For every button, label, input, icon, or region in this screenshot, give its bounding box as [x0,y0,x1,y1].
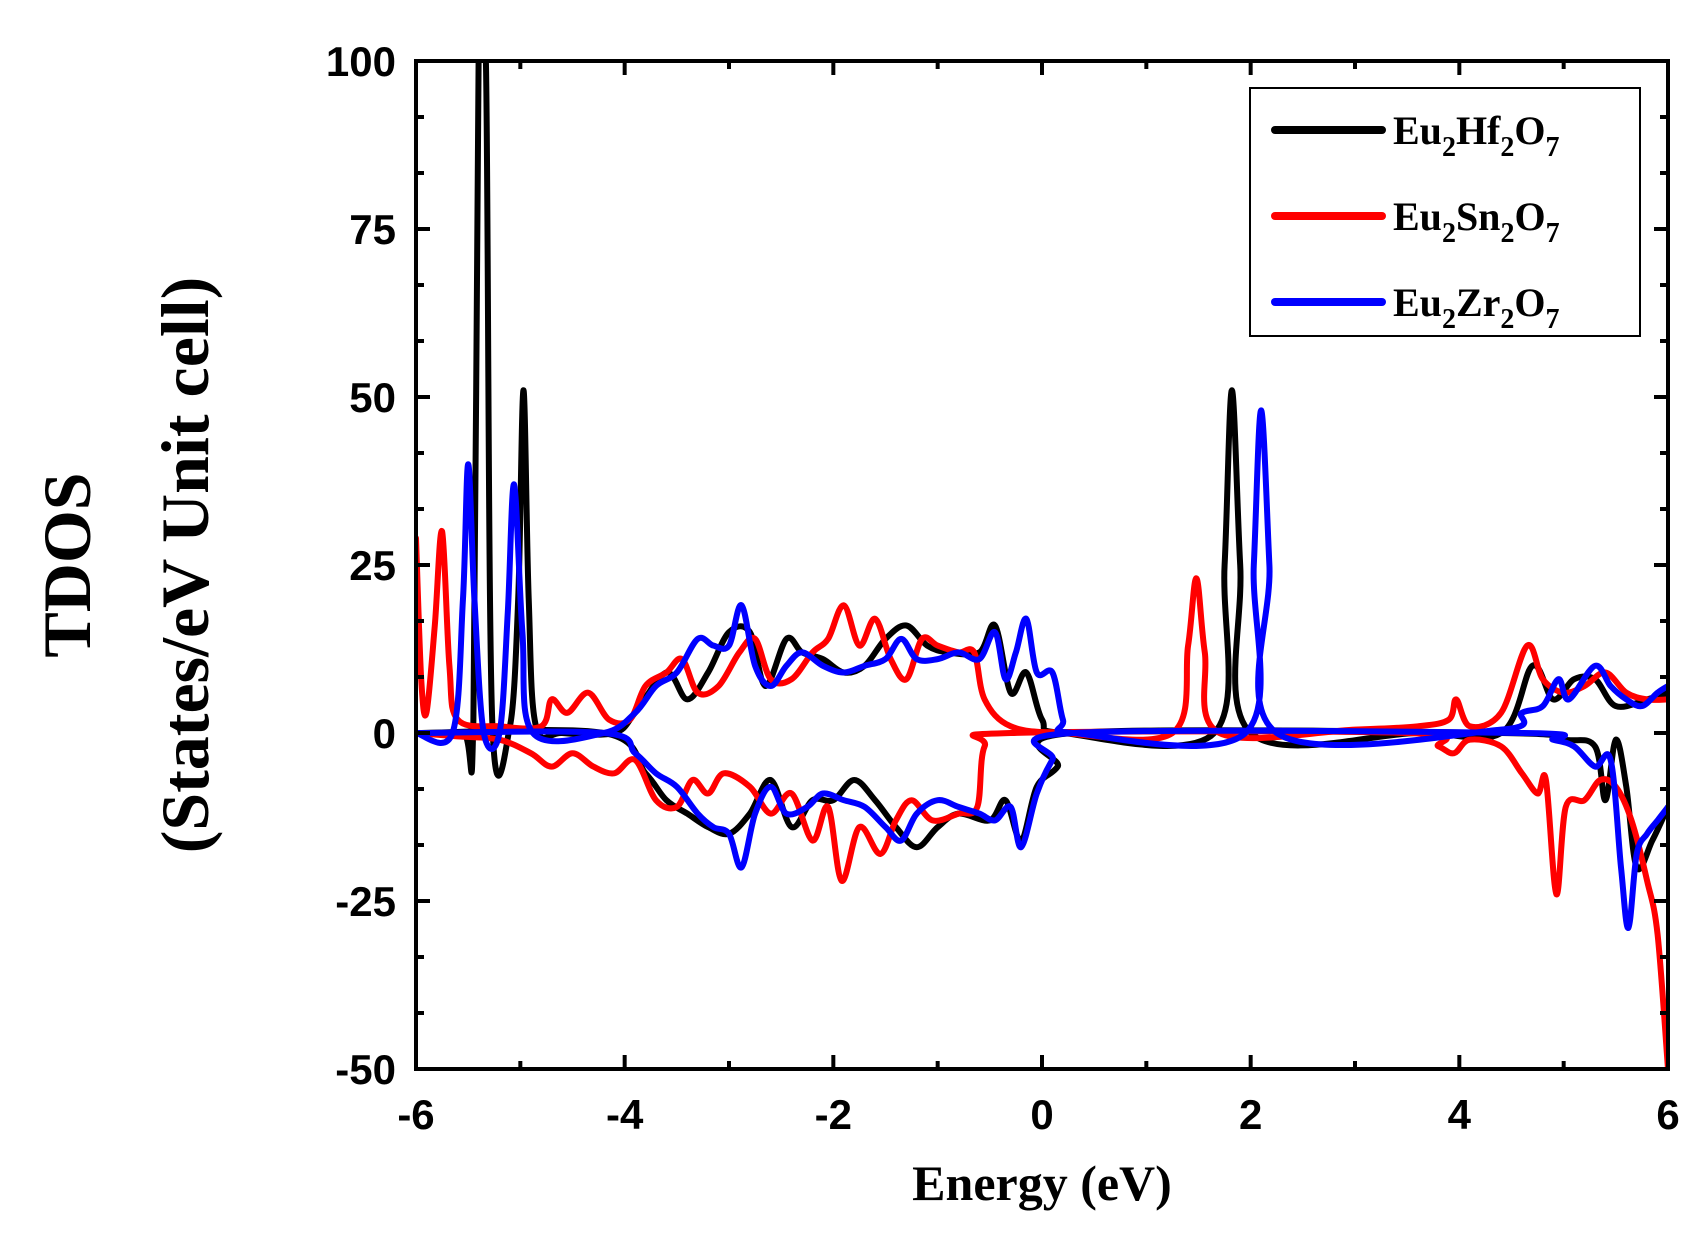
legend-label-eu2hf2o7: Eu2Hf2O7 [1393,108,1560,163]
series-eu2sn2o7-up [416,528,1668,743]
y-tick-label: 100 [326,38,396,85]
label-layer: -6 -4 -2 0 2 4 6 -50 -25 0 25 50 75 100 [326,38,1680,1138]
x-tick-label: 0 [1030,1091,1053,1138]
y-axis-title-line1: TDOS [29,472,105,657]
x-tick-label: 2 [1239,1091,1262,1138]
x-axis-title: Energy (eV) [912,1155,1172,1211]
y-tick-label: 0 [373,710,396,757]
y-axis-title-line2: (States/eV Unit cell) [147,277,223,854]
x-tick-label: -6 [397,1091,434,1138]
x-tick-label: 4 [1448,1091,1472,1138]
legend-label-eu2zr2o7: Eu2Zr2O7 [1393,280,1560,335]
y-tick-label: -50 [335,1046,396,1093]
x-tick-label: -2 [815,1091,852,1138]
x-tick-label: -4 [606,1091,644,1138]
x-tick-label: 6 [1656,1091,1679,1138]
y-tick-label: -25 [335,878,396,925]
legend: Eu2Hf2O7 Eu2Sn2O7 Eu2Zr2O7 [1249,87,1641,337]
plot-frame [414,59,1670,1071]
y-tick-label: 25 [349,542,396,589]
y-tick-label: 50 [349,374,396,421]
legend-label-eu2sn2o7: Eu2Sn2O7 [1393,194,1560,249]
series-eu2zr2o7-down [416,727,1668,931]
y-tick-label: 75 [349,206,396,253]
series-eu2sn2o7-down [416,728,1668,1069]
series-layer [416,61,1668,1069]
